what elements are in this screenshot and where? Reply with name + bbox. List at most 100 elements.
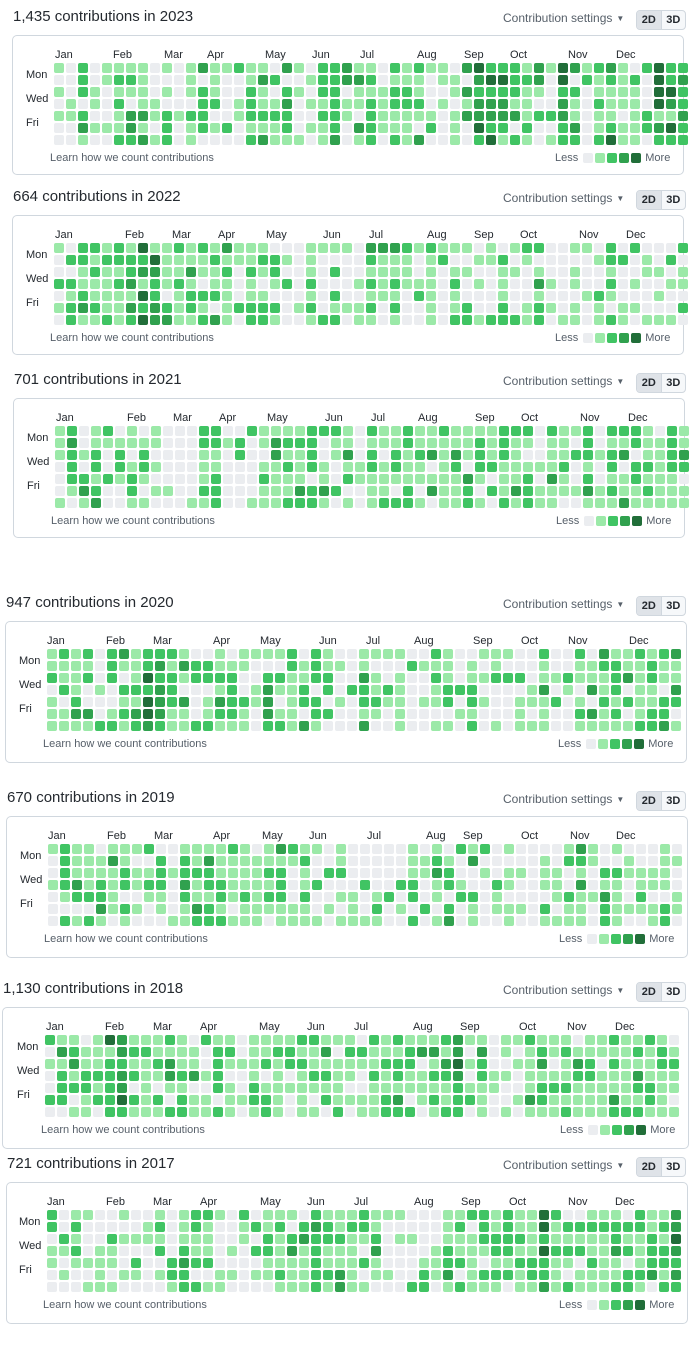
contribution-day-cell[interactable] (606, 303, 616, 313)
contribution-day-cell[interactable] (117, 1107, 127, 1117)
contribution-day-cell[interactable] (393, 1095, 403, 1105)
contribution-day-cell[interactable] (431, 721, 441, 731)
contribution-day-cell[interactable] (96, 868, 106, 878)
contribution-day-cell[interactable] (606, 87, 616, 97)
contribution-day-cell[interactable] (150, 267, 160, 277)
contribution-day-cell[interactable] (95, 709, 105, 719)
contribution-day-cell[interactable] (247, 462, 257, 472)
contribution-day-cell[interactable] (66, 99, 76, 109)
contribution-day-cell[interactable] (393, 1035, 403, 1045)
contribution-day-cell[interactable] (414, 75, 424, 85)
contribution-day-cell[interactable] (648, 892, 658, 902)
contribution-day-cell[interactable] (570, 75, 580, 85)
contribution-day-cell[interactable] (186, 255, 196, 265)
contribution-day-cell[interactable] (203, 661, 213, 671)
contribution-day-cell[interactable] (455, 721, 465, 731)
contribution-day-cell[interactable] (48, 844, 58, 854)
contribution-day-cell[interactable] (330, 267, 340, 277)
contribution-day-cell[interactable] (249, 1059, 259, 1069)
contribution-day-cell[interactable] (90, 99, 100, 109)
contribution-day-cell[interactable] (83, 1282, 93, 1292)
contribution-day-cell[interactable] (378, 63, 388, 73)
contribution-day-cell[interactable] (621, 1035, 631, 1045)
contribution-day-cell[interactable] (311, 709, 321, 719)
contribution-day-cell[interactable] (671, 1222, 681, 1232)
contribution-day-cell[interactable] (618, 111, 628, 121)
contribution-day-cell[interactable] (378, 303, 388, 313)
contribution-day-cell[interactable] (595, 462, 605, 472)
contribution-day-cell[interactable] (90, 267, 100, 277)
contribution-day-cell[interactable] (150, 255, 160, 265)
contribution-day-cell[interactable] (287, 697, 297, 707)
contribution-day-cell[interactable] (114, 255, 124, 265)
contribution-day-cell[interactable] (599, 1222, 609, 1232)
contribution-day-cell[interactable] (606, 267, 616, 277)
contribution-day-cell[interactable] (462, 75, 472, 85)
contribution-day-cell[interactable] (114, 111, 124, 121)
contribution-day-cell[interactable] (297, 1035, 307, 1045)
contribution-day-cell[interactable] (624, 856, 634, 866)
contribution-day-cell[interactable] (468, 904, 478, 914)
contribution-day-cell[interactable] (669, 1107, 679, 1117)
contribution-day-cell[interactable] (463, 438, 473, 448)
contribution-day-cell[interactable] (419, 1222, 429, 1232)
contribution-day-cell[interactable] (114, 87, 124, 97)
contribution-day-cell[interactable] (391, 426, 401, 436)
contribution-day-cell[interactable] (539, 697, 549, 707)
contribution-day-cell[interactable] (527, 1258, 537, 1268)
contribution-day-cell[interactable] (659, 649, 669, 659)
contribution-day-cell[interactable] (511, 498, 521, 508)
contribution-day-cell[interactable] (345, 1071, 355, 1081)
contribution-day-cell[interactable] (126, 243, 136, 253)
contribution-day-cell[interactable] (93, 1035, 103, 1045)
contribution-day-cell[interactable] (54, 75, 64, 85)
contribution-day-cell[interactable] (408, 892, 418, 902)
contribution-day-cell[interactable] (372, 892, 382, 902)
contribution-day-cell[interactable] (295, 486, 305, 496)
contribution-day-cell[interactable] (523, 486, 533, 496)
contribution-day-cell[interactable] (438, 135, 448, 145)
contribution-day-cell[interactable] (573, 1047, 583, 1057)
contribution-day-cell[interactable] (150, 315, 160, 325)
contribution-day-cell[interactable] (186, 315, 196, 325)
contribution-day-cell[interactable] (467, 697, 477, 707)
contribution-day-cell[interactable] (143, 685, 153, 695)
contribution-day-cell[interactable] (402, 315, 412, 325)
contribution-day-cell[interactable] (318, 291, 328, 301)
contribution-day-cell[interactable] (623, 1234, 633, 1244)
contribution-day-cell[interactable] (619, 450, 629, 460)
contribution-day-cell[interactable] (103, 426, 113, 436)
contribution-day-cell[interactable] (635, 1246, 645, 1256)
contribution-day-cell[interactable] (468, 856, 478, 866)
contribution-day-cell[interactable] (547, 474, 557, 484)
contribution-day-cell[interactable] (347, 1234, 357, 1244)
contribution-day-cell[interactable] (539, 673, 549, 683)
contribution-day-cell[interactable] (227, 1258, 237, 1268)
contribution-day-cell[interactable] (175, 474, 185, 484)
contribution-day-cell[interactable] (60, 844, 70, 854)
contribution-day-cell[interactable] (666, 267, 676, 277)
contribution-day-cell[interactable] (330, 243, 340, 253)
contribution-day-cell[interactable] (573, 1095, 583, 1105)
contribution-day-cell[interactable] (83, 649, 93, 659)
contribution-day-cell[interactable] (141, 1047, 151, 1057)
contribution-day-cell[interactable] (499, 426, 509, 436)
contribution-day-cell[interactable] (201, 1107, 211, 1117)
contribution-day-cell[interactable] (198, 111, 208, 121)
contribution-day-cell[interactable] (126, 267, 136, 277)
contribution-day-cell[interactable] (252, 868, 262, 878)
contribution-day-cell[interactable] (575, 1246, 585, 1256)
contribution-day-cell[interactable] (228, 856, 238, 866)
contribution-day-cell[interactable] (631, 474, 641, 484)
contribution-day-cell[interactable] (318, 123, 328, 133)
contribution-day-cell[interactable] (235, 474, 245, 484)
contribution-day-cell[interactable] (60, 892, 70, 902)
contribution-day-cell[interactable] (429, 1095, 439, 1105)
contribution-day-cell[interactable] (81, 1083, 91, 1093)
contribution-day-cell[interactable] (359, 1258, 369, 1268)
contribution-day-cell[interactable] (642, 303, 652, 313)
contribution-day-cell[interactable] (225, 1095, 235, 1105)
contribution-day-cell[interactable] (227, 1246, 237, 1256)
contribution-day-cell[interactable] (72, 880, 82, 890)
contribution-day-cell[interactable] (549, 1107, 559, 1117)
